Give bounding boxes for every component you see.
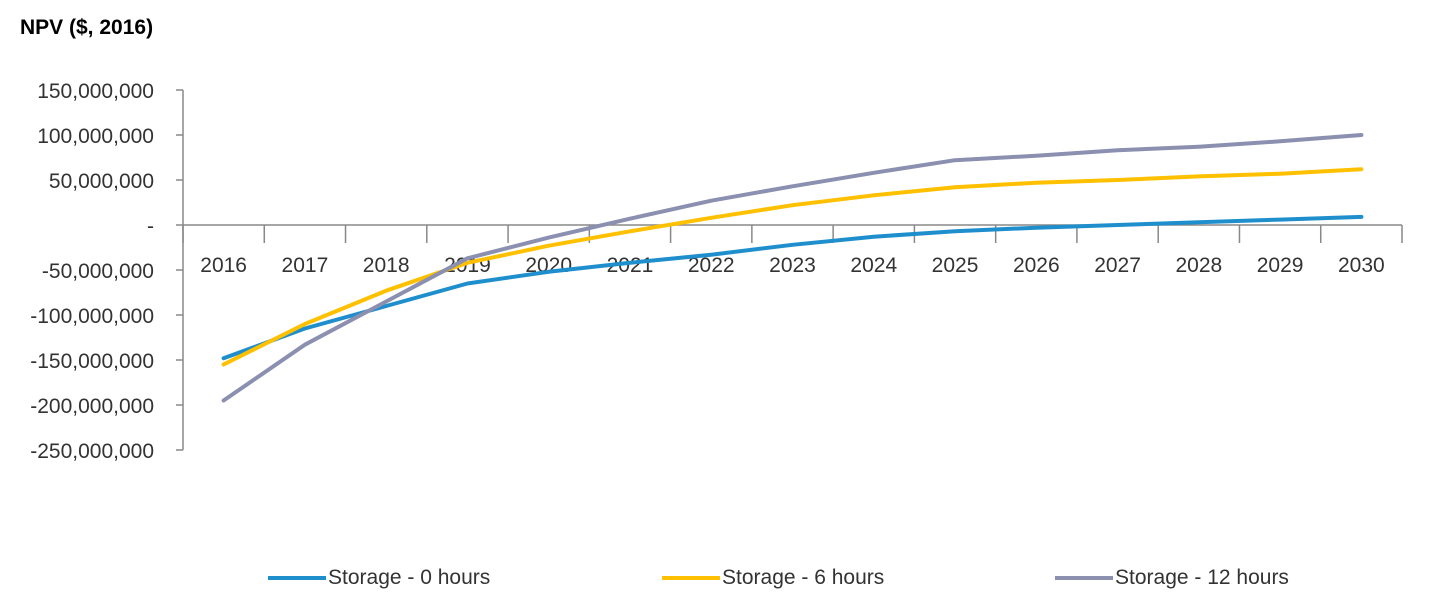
y-tick-label: -100,000,000 xyxy=(30,305,154,328)
x-tick-label: 2017 xyxy=(282,254,329,277)
legend-label-1: Storage - 6 hours xyxy=(722,566,885,589)
y-tick-label: -250,000,000 xyxy=(30,440,154,463)
y-axis: 150,000,000 100,000,000 50,000,000 - -50,000… xyxy=(30,80,184,463)
legend-swatch-2 xyxy=(1055,576,1113,580)
x-tick-label: 2030 xyxy=(1338,254,1385,277)
series-lines xyxy=(221,133,1364,403)
x-axis: 2016 2017 2018 2019 2020 2021 2022 2023 2024 2025… xyxy=(182,224,1403,277)
y-tick-label: -50,000,000 xyxy=(42,260,154,283)
legend-swatch-1 xyxy=(662,576,720,580)
x-tick-label: 2023 xyxy=(769,254,816,277)
legend-item-storage-6-hours: Storage - 6 hours xyxy=(662,563,884,593)
y-tick-label: -200,000,000 xyxy=(30,395,154,418)
chart-title: NPV ($, 2016) xyxy=(20,16,154,39)
y-tick-label: -150,000,000 xyxy=(30,350,154,373)
x-tick-label: 2022 xyxy=(688,254,735,277)
x-tick-label: 2018 xyxy=(363,254,410,277)
legend-item-storage-12-hours: Storage - 12 hours xyxy=(1055,563,1289,593)
x-tick-label: 2016 xyxy=(200,254,247,277)
y-tick-label: - xyxy=(147,215,154,238)
y-tick-label: 100,000,000 xyxy=(37,125,154,148)
y-tick-label: 150,000,000 xyxy=(37,80,154,103)
x-tick-label: 2027 xyxy=(1094,254,1141,277)
y-tick-label: 50,000,000 xyxy=(49,170,154,193)
x-tick-label: 2026 xyxy=(1013,254,1060,277)
x-tick-label: 2028 xyxy=(1175,254,1222,277)
legend-label-2: Storage - 12 hours xyxy=(1115,566,1289,589)
x-tick-label: 2029 xyxy=(1257,254,1304,277)
series-line-2 xyxy=(221,133,1364,403)
x-tick-label: 2025 xyxy=(932,254,979,277)
series-line-0 xyxy=(221,214,1364,361)
legend-swatch-0 xyxy=(268,576,326,580)
legend-item-storage-0-hours: Storage - 0 hours xyxy=(268,563,490,593)
x-tick-label: 2024 xyxy=(850,254,897,277)
legend-label-0: Storage - 0 hours xyxy=(328,566,491,589)
series-line-1 xyxy=(221,167,1364,367)
